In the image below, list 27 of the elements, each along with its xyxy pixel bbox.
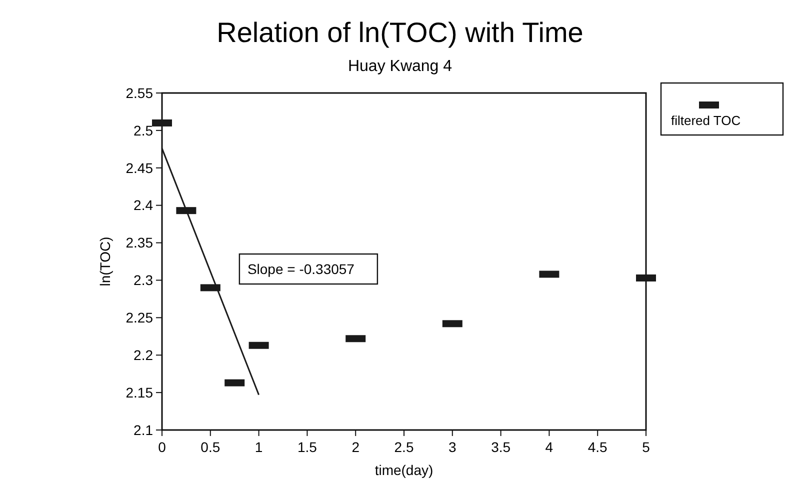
- y-tick-label: 2.1: [134, 422, 154, 438]
- x-tick-label: 2: [352, 439, 360, 455]
- x-tick-label: 2.5: [394, 439, 414, 455]
- y-tick-label: 2.4: [134, 197, 154, 214]
- y-tick-label: 2.2: [134, 347, 154, 364]
- x-tick-label: 1.5: [297, 439, 318, 455]
- x-tick-label: 1: [254, 439, 263, 455]
- y-tick-label: 2.3: [134, 272, 154, 288]
- legend-label: filtered TOC: [671, 113, 741, 128]
- x-tick-label: 4: [545, 439, 554, 455]
- x-tick-label: 5: [642, 439, 650, 455]
- y-axis-title: ln(TOC): [97, 236, 113, 286]
- y-tick-label: 2.35: [126, 234, 154, 251]
- y-tick-label: 2.15: [126, 384, 154, 400]
- x-tick-label: 3.5: [491, 439, 511, 455]
- annotation: Slope = -0.33057: [247, 261, 355, 278]
- x-tick-label: 0.5: [200, 439, 220, 455]
- y-tick-label: 2.45: [126, 160, 154, 176]
- x-tick-label: 0: [158, 439, 166, 455]
- chart-subtitle: Huay Kwang 4: [348, 58, 452, 75]
- y-tick-label: 2.5: [134, 122, 154, 138]
- y-tick-label: 2.55: [126, 84, 154, 101]
- chart-title: Relation of ln(TOC) with Time: [216, 17, 584, 48]
- y-tick-label: 2.25: [126, 310, 154, 326]
- x-axis-title: time(day): [374, 462, 434, 478]
- x-tick-label: 3: [448, 439, 456, 455]
- x-tick-label: 4.5: [588, 439, 608, 455]
